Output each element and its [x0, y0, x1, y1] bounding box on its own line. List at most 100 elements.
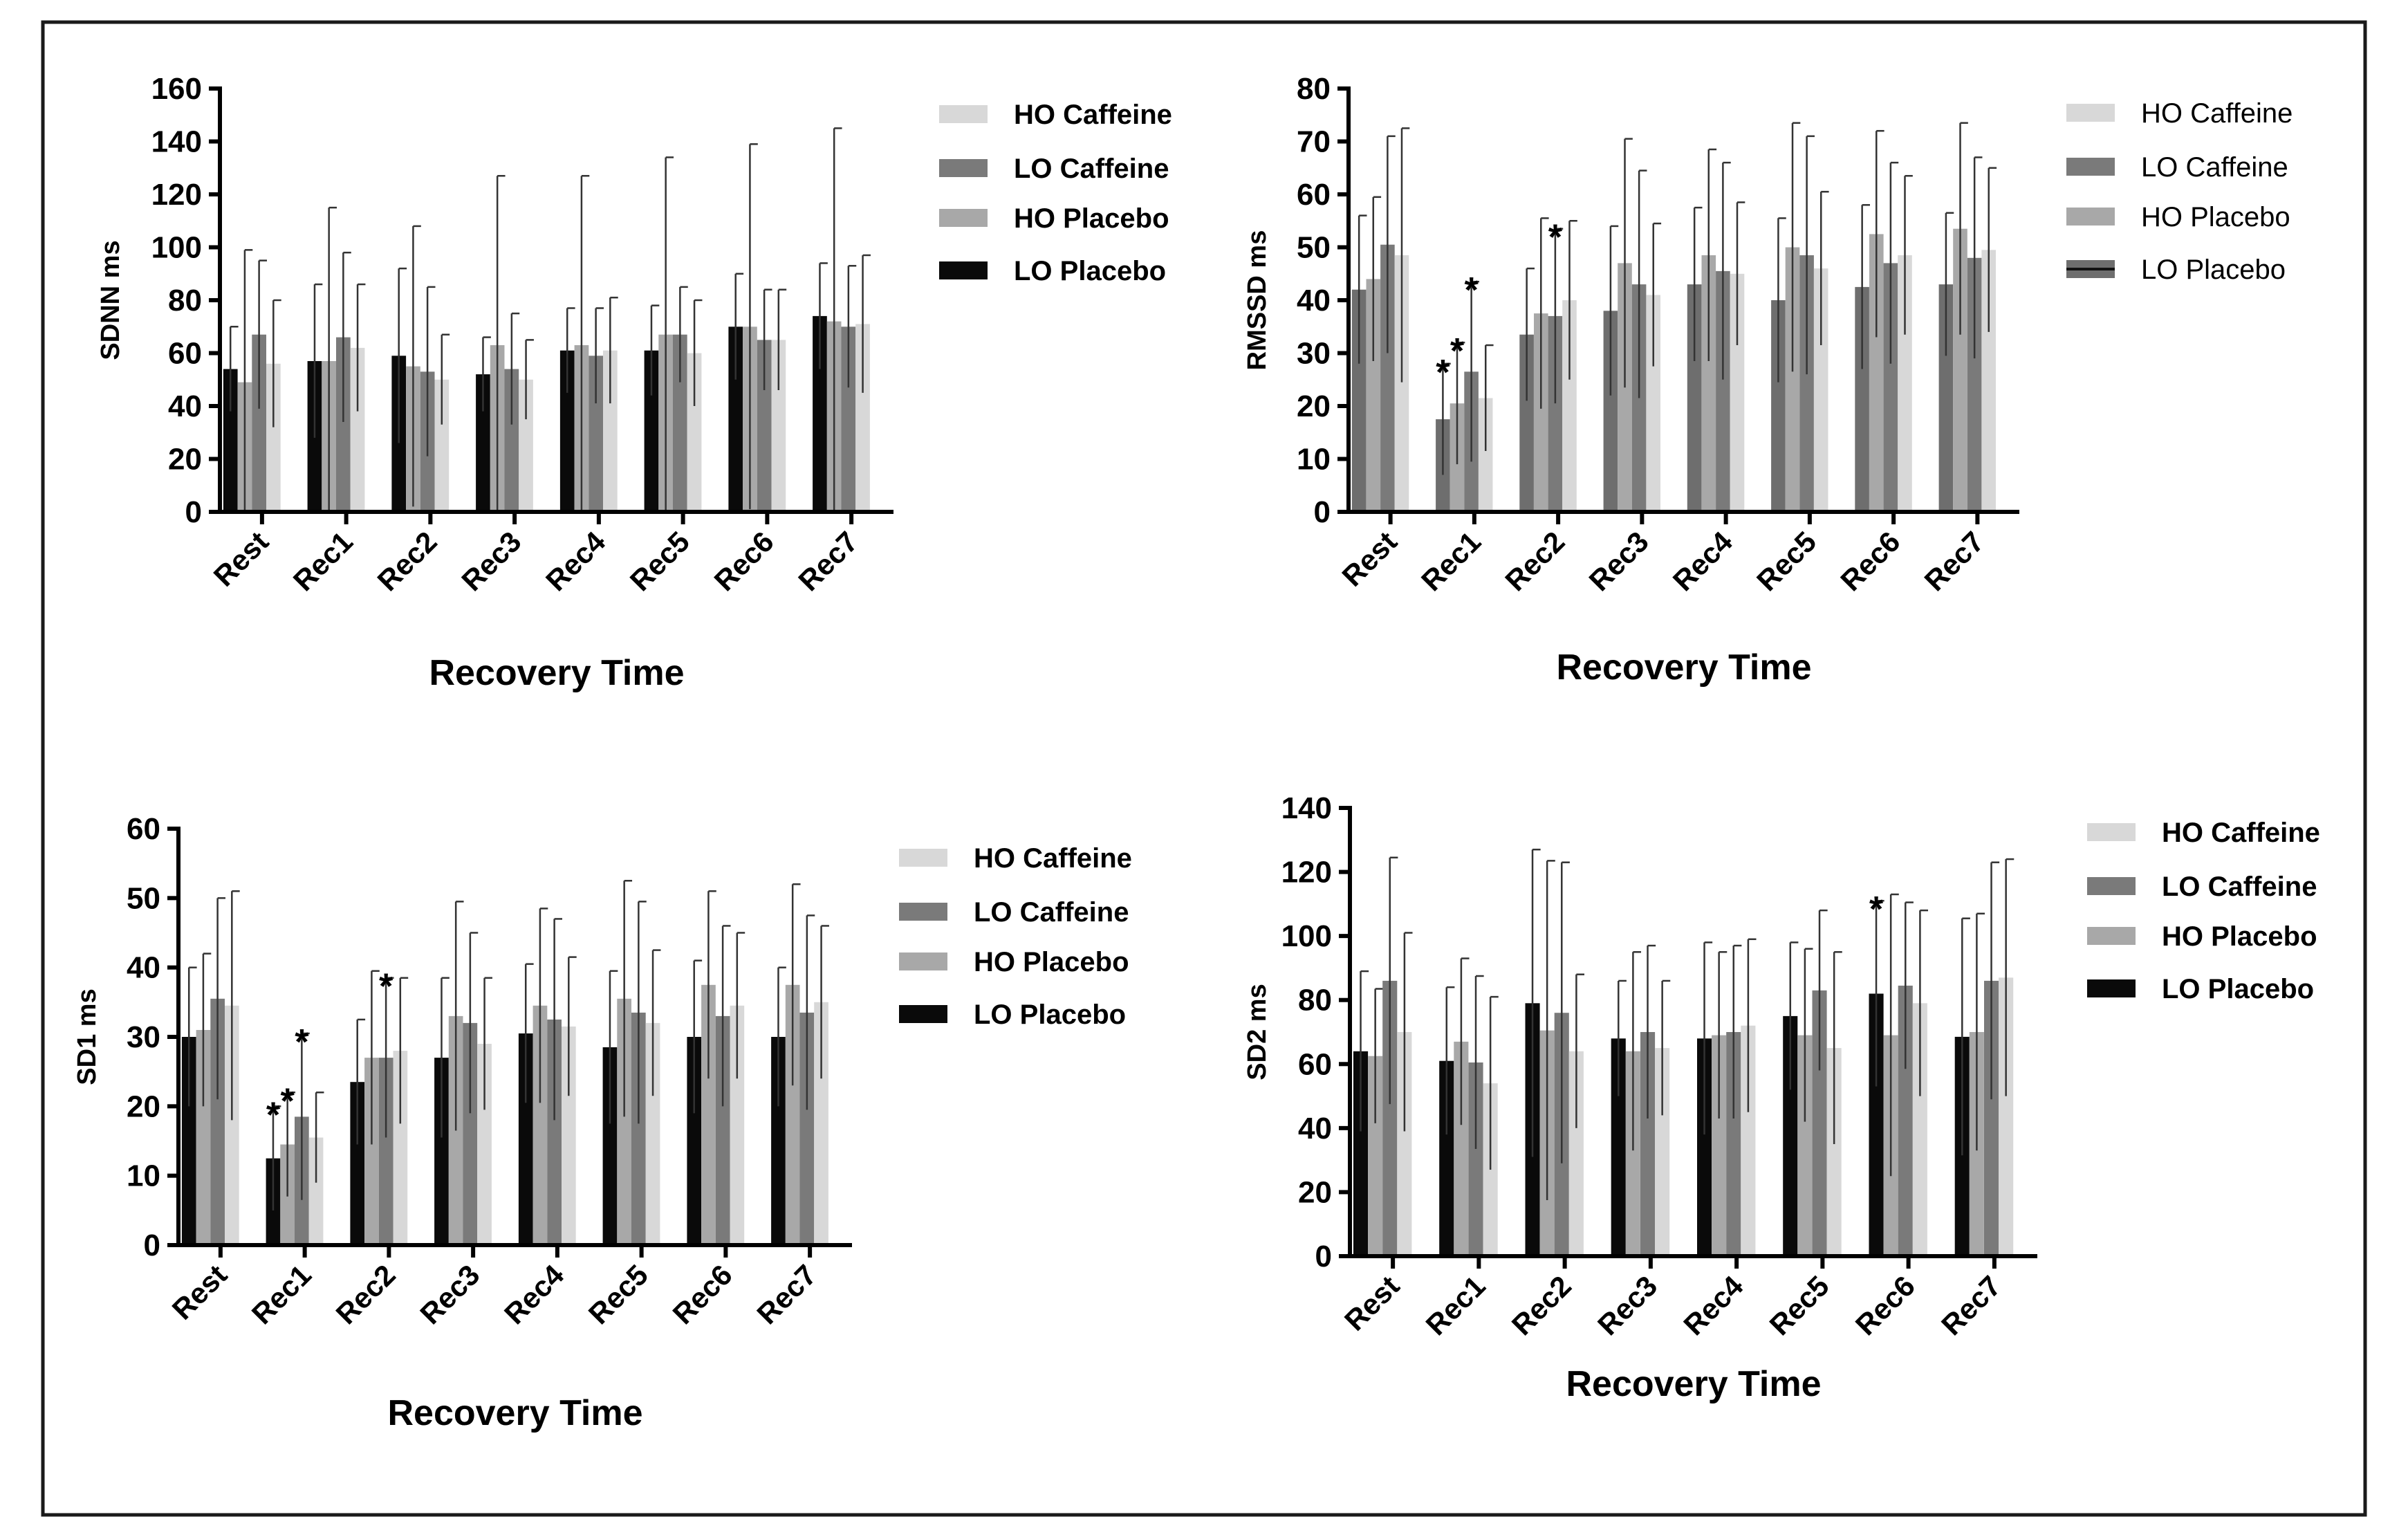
legend: HO Caffeine LO Caffeine HO Placebo LO Place… [939, 100, 1172, 286]
bar-rec6-lo-placebo [1855, 286, 1869, 512]
bar-rec4-lo-caffeine [589, 356, 603, 512]
x-tick-label-rec6: Rec6 [1834, 525, 1906, 597]
bar-rec1-lo-placebo [1439, 1060, 1454, 1256]
significance-marker: * [1869, 890, 1884, 930]
x-tick-label-rec7: Rec7 [750, 1258, 822, 1330]
legend-label-lo-placebo: LO Placebo [2162, 974, 2314, 1004]
bar-rec6-ho-caffeine [730, 1005, 745, 1245]
y-tick-label: 40 [168, 389, 202, 423]
bar-rec4-lo-placebo [1697, 1038, 1712, 1256]
bar-rec6-ho-caffeine [1912, 1003, 1927, 1256]
x-tick-label-rec4: Rec4 [539, 525, 612, 598]
bar-rec4-ho-placebo [1701, 255, 1716, 512]
legend-swatch-ho-caffeine [899, 849, 947, 867]
bar-rec6-lo-caffeine [757, 340, 772, 512]
x-tick-label-rest: Rest [1338, 1269, 1406, 1337]
bar-rec4-lo-caffeine [1716, 270, 1730, 512]
y-tick-label: 0 [185, 495, 202, 529]
bar-rec3-lo-placebo [1611, 1038, 1626, 1256]
bar-rec3-lo-caffeine [463, 1022, 478, 1245]
bar-rec6-lo-caffeine [1898, 985, 1913, 1256]
y-tick-label: 80 [1298, 984, 1332, 1018]
bar-rest-lo-caffeine [1380, 244, 1395, 512]
legend-label-ho-placebo: HO Placebo [1014, 203, 1169, 234]
legend-label-lo-caffeine: LO Caffeine [974, 897, 1129, 928]
x-tick-label-rec3: Rec3 [1583, 525, 1655, 597]
y-tick-label: 30 [127, 1020, 160, 1054]
bar-rec3-ho-caffeine [477, 1044, 492, 1245]
bar-rec5-lo-placebo [1771, 300, 1786, 512]
bar-rec6-ho-placebo [701, 984, 716, 1246]
bar-rec3-ho-caffeine [1655, 1048, 1670, 1256]
bar-rec7-ho-caffeine [814, 1002, 828, 1245]
x-tick-label-rec5: Rec5 [582, 1258, 654, 1330]
legend-label-ho-caffeine: HO Caffeine [974, 843, 1132, 874]
bar-rec3-lo-placebo [434, 1058, 449, 1245]
bar-rec4-ho-caffeine [1730, 273, 1745, 513]
legend-label-ho-placebo: HO Placebo [2141, 202, 2290, 232]
legend-swatch-lo-placebo [939, 261, 988, 279]
bar-rec5-lo-placebo [602, 1047, 618, 1245]
bar-rec2-lo-caffeine [378, 1058, 393, 1245]
y-tick-label: 20 [127, 1089, 160, 1123]
y-tick-label: 60 [127, 812, 160, 846]
y-tick-label: 140 [1281, 791, 1332, 825]
legend-label-lo-caffeine: LO Caffeine [1014, 154, 1169, 184]
legend-label-lo-caffeine: LO Caffeine [2162, 872, 2317, 902]
bar-rec7-lo-caffeine [1967, 257, 1982, 512]
x-tick-label-rec1: Rec1 [246, 1258, 317, 1330]
x-tick-label-rec1: Rec1 [1415, 525, 1487, 597]
bar-rec2-ho-placebo [364, 1058, 379, 1245]
x-tick-label-rec2: Rec2 [1506, 1269, 1577, 1341]
bar-rec2-lo-caffeine [1548, 315, 1563, 512]
legend-swatch-ho-placebo [939, 209, 988, 227]
y-tick-label: 0 [1315, 1240, 1332, 1273]
y-tick-label: 40 [1298, 1112, 1332, 1145]
y-tick-label: 60 [1297, 178, 1331, 212]
legend-swatch-ho-caffeine [939, 105, 988, 123]
x-tick-label-rec7: Rec7 [792, 525, 864, 597]
bar-rec2-ho-caffeine [393, 1051, 408, 1245]
x-axis-title: Recovery Time [1566, 1364, 1821, 1404]
bar-rec7-lo-placebo [771, 1037, 786, 1245]
significance-marker: * [266, 1095, 281, 1135]
bar-rec3-lo-placebo [1603, 311, 1618, 512]
bar-rec5-lo-caffeine [1812, 990, 1827, 1256]
bar-rec4-ho-caffeine [603, 350, 618, 512]
bar-rec5-ho-caffeine [1826, 1048, 1842, 1256]
y-tick-label: 20 [168, 443, 202, 477]
legend-swatch-lo-caffeine [899, 903, 947, 921]
y-tick-label: 60 [168, 337, 202, 371]
bar-rest-ho-caffeine [266, 363, 281, 512]
significance-marker: * [1548, 218, 1563, 258]
bar-rest-lo-placebo [223, 369, 238, 512]
x-tick-label-rec2: Rec2 [330, 1258, 402, 1330]
y-axis-title: SD1 ms [73, 988, 102, 1085]
bar-rec3-ho-caffeine [1646, 295, 1660, 512]
legend-label-lo-placebo: LO Placebo [974, 1000, 1126, 1030]
bar-rec7-ho-caffeine [1999, 977, 2014, 1256]
legend-swatch-lo-caffeine [2087, 877, 2136, 895]
bar-rec3-ho-caffeine [519, 379, 533, 513]
y-tick-label: 120 [151, 178, 202, 212]
legend-label-ho-caffeine: HO Caffeine [2162, 818, 2320, 848]
bar-rest-ho-placebo [1366, 279, 1381, 512]
significance-marker: * [379, 967, 393, 1007]
y-tick-label: 20 [1298, 1175, 1332, 1209]
bar-rec3-ho-placebo [1625, 1051, 1640, 1256]
bar-rec4-ho-placebo [1712, 1035, 1727, 1256]
x-tick-label-rec4: Rec4 [1667, 525, 1739, 598]
bar-rec5-ho-caffeine [687, 353, 702, 512]
bar-rec7-ho-placebo [1953, 228, 1967, 512]
bar-rec6-lo-placebo [1869, 993, 1884, 1256]
bar-rec6-lo-caffeine [715, 1015, 730, 1245]
bar-rec4-lo-caffeine [1726, 1032, 1741, 1256]
legend-swatch-ho-caffeine [2066, 104, 2115, 122]
bar-rest-lo-caffeine [1382, 980, 1398, 1256]
bar-rec6-lo-placebo [687, 1037, 702, 1245]
x-tick-label-rest: Rest [166, 1258, 234, 1326]
legend-swatch-ho-placebo [2087, 927, 2136, 945]
